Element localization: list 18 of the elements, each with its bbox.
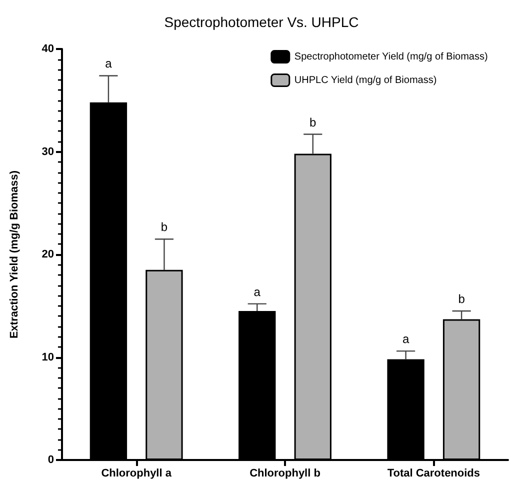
x-tick-label: Total Carotenoids bbox=[387, 468, 480, 480]
annotation: a bbox=[402, 332, 410, 346]
x-tick-label: Chlorophyll a bbox=[101, 468, 172, 480]
y-axis-title: Extraction Yield (mg/g Biomass) bbox=[8, 170, 20, 339]
legend-label: Spectrophotometer Yield (mg/g of Biomass) bbox=[294, 51, 488, 62]
chart-title: Spectrophotometer Vs. UHPLC bbox=[164, 14, 359, 30]
annotation: b bbox=[310, 115, 317, 130]
annotation: b bbox=[160, 220, 168, 234]
y-tick-label: 40 bbox=[42, 43, 54, 55]
annotation: b bbox=[458, 292, 466, 306]
annotation: a bbox=[254, 284, 261, 299]
x-tick-label: Chlorophyll b bbox=[250, 468, 321, 480]
y-tick-label: 10 bbox=[42, 351, 54, 364]
y-tick-label: 0 bbox=[48, 454, 54, 466]
annotation: a bbox=[105, 56, 112, 71]
y-tick-label: 30 bbox=[42, 146, 54, 158]
y-tick-label: 20 bbox=[42, 248, 54, 260]
legend-label: UHPLC Yield (mg/g of Biomass) bbox=[294, 74, 437, 86]
